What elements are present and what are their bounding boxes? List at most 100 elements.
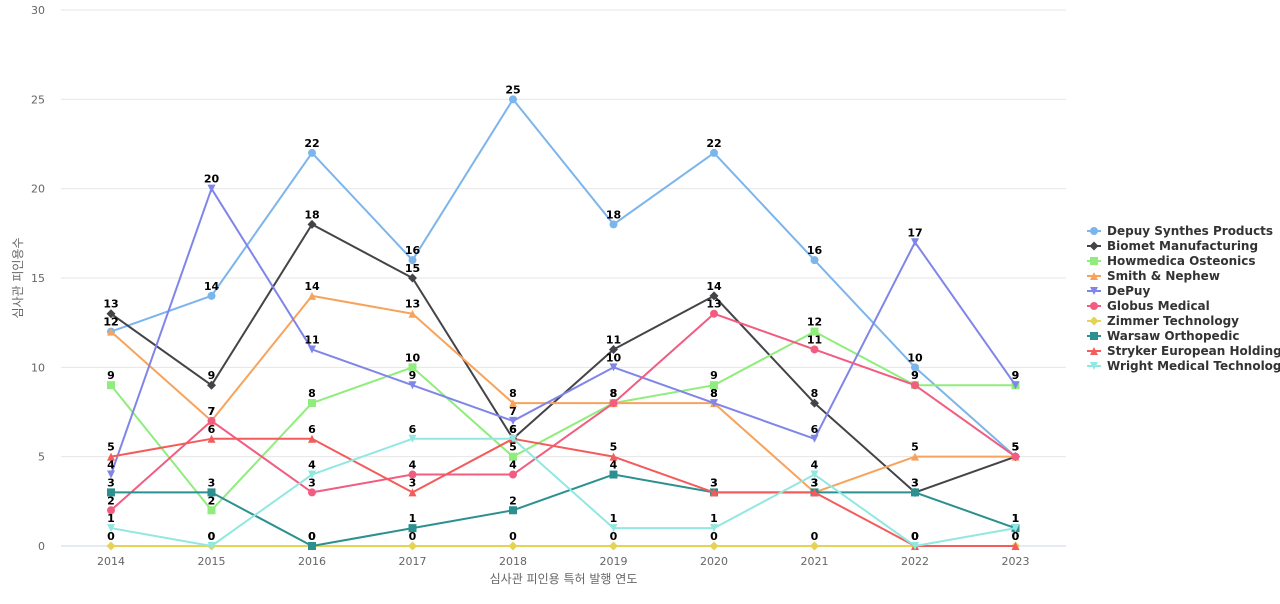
data-point[interactable] [1011,452,1020,461]
data-point[interactable] [1011,524,1020,533]
data-point[interactable] [207,291,216,300]
data-point[interactable] [207,542,216,550]
data-point[interactable] [408,488,417,497]
data-point[interactable] [810,434,819,443]
data-point[interactable] [810,541,819,551]
data-point[interactable] [509,95,517,104]
data-point[interactable] [609,470,618,479]
data-point[interactable] [810,256,819,265]
data-point[interactable] [609,524,618,533]
data-point[interactable] [107,506,115,515]
data-point[interactable] [710,148,718,157]
data-point[interactable] [207,488,216,497]
data-point[interactable] [207,184,216,193]
data-point[interactable] [710,381,718,390]
data-point[interactable] [911,238,919,247]
data-point[interactable] [911,488,919,497]
data-point[interactable] [207,434,216,443]
data-point[interactable] [509,452,517,461]
data-point[interactable] [710,524,718,533]
data-point[interactable] [308,488,316,497]
data-point[interactable] [207,416,216,425]
data-point[interactable] [107,524,115,533]
data-point[interactable] [911,363,919,372]
data-point[interactable] [107,381,115,390]
data-label: 7 [509,405,517,418]
legend-item[interactable]: Stryker European Holdings [1087,344,1280,358]
data-point[interactable] [107,452,115,461]
legend-item[interactable]: Smith & Nephew [1087,269,1220,283]
data-point[interactable] [308,434,316,443]
legend-item[interactable]: Howmedica Osteonics [1087,254,1255,268]
legend-item[interactable]: Warsaw Orthopedic [1087,329,1240,343]
series-4 [107,184,1020,479]
data-point[interactable] [408,256,417,265]
legend-item[interactable]: DePuy [1087,284,1150,298]
data-point[interactable] [609,399,618,408]
data-point[interactable] [106,309,116,319]
legend-label: Smith & Nephew [1107,269,1220,283]
data-point[interactable] [107,488,115,497]
data-point[interactable] [308,291,316,300]
data-point[interactable] [609,541,618,551]
data-point[interactable] [810,488,819,497]
data-point[interactable] [308,345,316,354]
data-point[interactable] [408,470,417,479]
data-point[interactable] [509,506,517,515]
data-point[interactable] [308,542,316,550]
legend-item[interactable]: Biomet Manufacturing [1087,239,1258,253]
data-point[interactable] [408,363,417,372]
data-label: 22 [706,137,721,150]
data-point[interactable] [408,273,417,283]
data-label: 9 [208,369,216,382]
data-point[interactable] [709,291,719,301]
data-point[interactable] [308,399,316,408]
data-point[interactable] [609,452,618,461]
legend-item[interactable]: Wright Medical Technology [1087,359,1280,373]
data-point[interactable] [308,470,316,479]
data-point[interactable] [911,381,919,390]
data-point[interactable] [408,381,417,390]
data-point[interactable] [107,470,115,479]
data-point[interactable] [710,488,718,497]
legend-label: Depuy Synthes Products [1107,224,1273,238]
data-point[interactable] [107,327,115,336]
data-point[interactable] [709,541,719,551]
data-point[interactable] [810,398,819,408]
data-point[interactable] [207,380,216,390]
data-point[interactable] [509,416,517,425]
legend-item[interactable]: Globus Medical [1087,299,1210,313]
data-point[interactable] [609,220,618,229]
legend-item[interactable]: Depuy Synthes Products [1087,224,1273,238]
data-point[interactable] [911,542,919,550]
data-point[interactable] [307,219,317,229]
data-point[interactable] [509,434,517,443]
data-point[interactable] [508,541,518,551]
data-point[interactable] [810,327,819,336]
data-point[interactable] [609,363,618,372]
data-point[interactable] [509,470,517,479]
data-point[interactable] [710,309,718,318]
data-point[interactable] [408,434,417,443]
legend-item[interactable]: Zimmer Technology [1087,314,1239,328]
data-point[interactable] [1011,542,1020,550]
data-label: 16 [807,244,823,257]
data-point[interactable] [509,399,517,408]
x-axis-title: 심사관 피인용 특허 발행 연도 [490,571,638,586]
data-point[interactable] [207,506,216,515]
data-point[interactable] [810,470,819,479]
data-label: 0 [308,530,316,543]
data-label: 8 [610,387,618,400]
data-point[interactable] [609,344,618,354]
data-point[interactable] [1011,381,1020,390]
data-label: 3 [811,476,819,489]
series-line [110,294,1017,494]
data-point[interactable] [408,541,417,551]
data-point[interactable] [710,399,718,408]
data-point[interactable] [810,345,819,354]
data-point[interactable] [308,148,316,157]
data-point[interactable] [106,541,116,551]
data-point[interactable] [408,309,417,318]
data-point[interactable] [911,452,919,461]
data-point[interactable] [408,524,417,533]
